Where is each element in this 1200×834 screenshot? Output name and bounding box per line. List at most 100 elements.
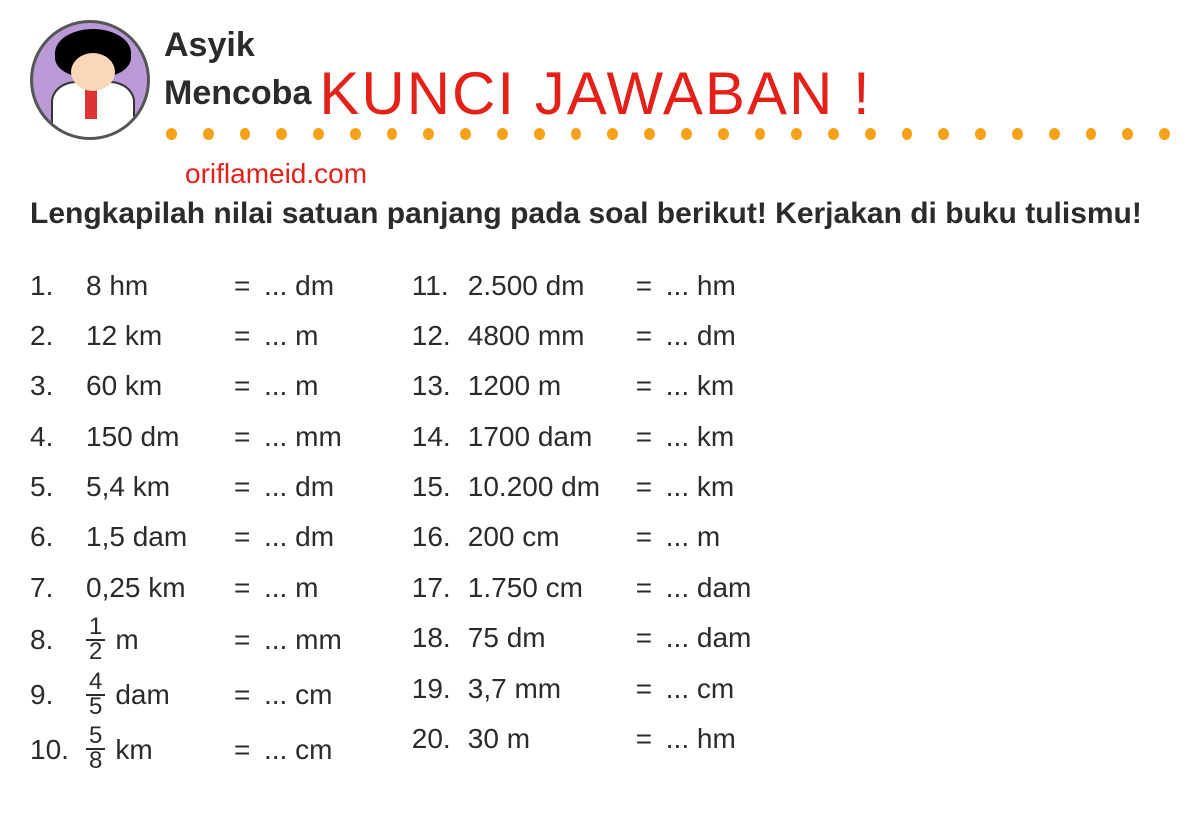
problem-row: 18.75 dm=... dam	[412, 616, 752, 659]
problem-number: 20.	[412, 717, 468, 760]
problem-rhs: ... dam	[666, 616, 752, 659]
problem-row: 15.10.200 dm=... km	[412, 465, 752, 508]
equals-sign: =	[636, 616, 666, 659]
site-url: oriflameid.com	[185, 158, 1170, 190]
fraction: 58	[86, 725, 105, 773]
fraction: 12	[86, 616, 105, 664]
equals-sign: =	[636, 717, 666, 760]
equals-sign: =	[234, 673, 264, 716]
problem-lhs: 2.500 dm	[468, 264, 636, 307]
instruction-text: Lengkapilah nilai satuan panjang pada so…	[30, 192, 1170, 236]
title-asyik: Asyik	[164, 28, 872, 64]
problem-rhs: ... km	[666, 364, 734, 407]
problem-rhs: ... m	[264, 314, 318, 357]
problem-rhs: ... cm	[666, 667, 734, 710]
problem-rhs: ... hm	[666, 717, 736, 760]
problem-row: 13.1200 m=... km	[412, 364, 752, 407]
problem-number: 16.	[412, 515, 468, 558]
problem-rhs: ... dm	[264, 465, 334, 508]
problem-lhs: 12m	[86, 616, 234, 664]
problem-rhs: ... dam	[666, 566, 752, 609]
problem-rhs: ... km	[666, 415, 734, 458]
problem-number: 12.	[412, 314, 468, 357]
problem-row: 7.0,25 km=... m	[30, 566, 342, 609]
equals-sign: =	[234, 264, 264, 307]
problems-right-column: 11.2.500 dm=... hm12.4800 mm=... dm13.12…	[412, 264, 752, 774]
problem-rhs: ... km	[666, 465, 734, 508]
problem-rhs: ... cm	[264, 673, 332, 716]
problem-row: 9.45dam =... cm	[30, 671, 342, 719]
problem-lhs: 30 m	[468, 717, 636, 760]
title-kunci: KUNCI JAWABAN !	[319, 64, 871, 124]
problem-number: 13.	[412, 364, 468, 407]
equals-sign: =	[636, 667, 666, 710]
problem-number: 3.	[30, 364, 86, 407]
decorative-dots	[166, 128, 1170, 140]
problem-rhs: ... cm	[264, 728, 332, 771]
problem-number: 19.	[412, 667, 468, 710]
equals-sign: =	[234, 415, 264, 458]
equals-sign: =	[636, 566, 666, 609]
problem-number: 1.	[30, 264, 86, 307]
title-mencoba: Mencoba	[164, 74, 311, 113]
student-avatar-icon	[30, 20, 150, 140]
equals-sign: =	[636, 515, 666, 558]
headings: Asyik Mencoba KUNCI JAWABAN !	[164, 20, 872, 124]
problem-row: 12.4800 mm=... dm	[412, 314, 752, 357]
equals-sign: =	[234, 364, 264, 407]
problem-number: 15.	[412, 465, 468, 508]
problem-number: 17.	[412, 566, 468, 609]
problem-lhs: 0,25 km	[86, 566, 234, 609]
equals-sign: =	[234, 314, 264, 357]
equals-sign: =	[636, 465, 666, 508]
equals-sign: =	[234, 618, 264, 661]
problem-rhs: ... mm	[264, 618, 342, 661]
problem-number: 9.	[30, 673, 86, 716]
problem-number: 4.	[30, 415, 86, 458]
problem-lhs: 8 hm	[86, 264, 234, 307]
unit-label: m	[115, 618, 138, 661]
problem-lhs: 12 km	[86, 314, 234, 357]
problem-row: 16.200 cm=... m	[412, 515, 752, 558]
problem-number: 14.	[412, 415, 468, 458]
problem-number: 10.	[30, 728, 86, 771]
problem-row: 10.58km =... cm	[30, 725, 342, 773]
problem-row: 6.1,5 dam=... dm	[30, 515, 342, 558]
problem-rhs: ... hm	[666, 264, 736, 307]
problem-rhs: ... dm	[666, 314, 736, 357]
problem-lhs: 5,4 km	[86, 465, 234, 508]
equals-sign: =	[234, 566, 264, 609]
problems-container: 1.8 hm=... dm2.12 km=... m3.60 km=... m4…	[30, 264, 1170, 774]
problem-row: 3.60 km=... m	[30, 364, 342, 407]
problem-number: 8.	[30, 618, 86, 661]
equals-sign: =	[636, 364, 666, 407]
problem-rhs: ... dm	[264, 264, 334, 307]
problem-number: 11.	[412, 264, 468, 307]
problem-lhs: 10.200 dm	[468, 465, 636, 508]
header: Asyik Mencoba KUNCI JAWABAN !	[30, 20, 1170, 140]
equals-sign: =	[234, 728, 264, 771]
problem-lhs: 150 dm	[86, 415, 234, 458]
problem-rhs: ... m	[666, 515, 720, 558]
problem-rhs: ... m	[264, 364, 318, 407]
problem-lhs: 1,5 dam	[86, 515, 234, 558]
problem-number: 6.	[30, 515, 86, 558]
problem-rhs: ... dm	[264, 515, 334, 558]
problem-row: 20.30 m=... hm	[412, 717, 752, 760]
problem-row: 17.1.750 cm=... dam	[412, 566, 752, 609]
equals-sign: =	[234, 515, 264, 558]
problem-row: 19.3,7 mm=... cm	[412, 667, 752, 710]
problem-row: 1.8 hm=... dm	[30, 264, 342, 307]
fraction: 45	[86, 671, 105, 719]
problem-lhs: 60 km	[86, 364, 234, 407]
problem-rhs: ... mm	[264, 415, 342, 458]
problem-row: 8.12m=... mm	[30, 616, 342, 664]
equals-sign: =	[636, 314, 666, 357]
problem-row: 2.12 km=... m	[30, 314, 342, 357]
problem-lhs: 75 dm	[468, 616, 636, 659]
problem-lhs: 1.750 cm	[468, 566, 636, 609]
problem-lhs: 4800 mm	[468, 314, 636, 357]
unit-label: km	[115, 728, 152, 771]
unit-label: dam	[115, 673, 169, 716]
problem-lhs: 1700 dam	[468, 415, 636, 458]
